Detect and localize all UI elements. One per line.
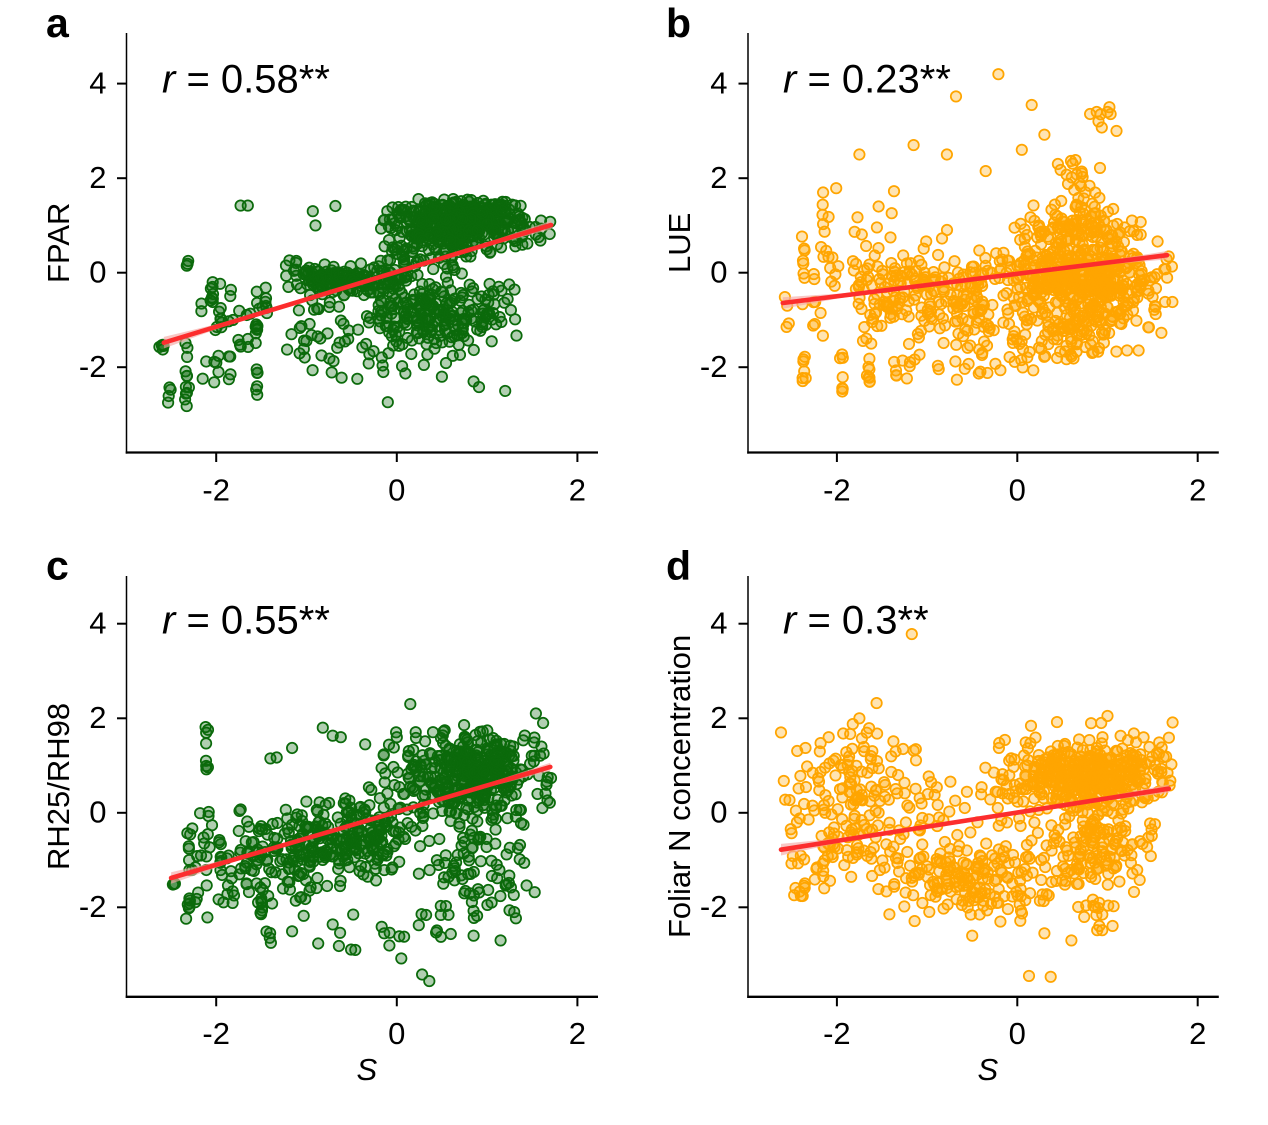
- svg-text:4: 4: [89, 65, 106, 100]
- svg-text:-2: -2: [79, 349, 107, 384]
- svg-text:S: S: [978, 1052, 999, 1087]
- svg-text:0: 0: [388, 473, 405, 508]
- svg-text:4: 4: [710, 606, 727, 641]
- svg-text:Foliar N concentration: Foliar N concentration: [662, 635, 697, 938]
- svg-text:4: 4: [89, 606, 106, 641]
- svg-text:S: S: [356, 1052, 377, 1087]
- svg-text:r = 0.23**: r = 0.23**: [783, 57, 951, 101]
- svg-text:r = 0.55**: r = 0.55**: [162, 599, 330, 643]
- svg-text:-2: -2: [823, 1016, 851, 1051]
- svg-text:2: 2: [710, 160, 727, 195]
- svg-text:4: 4: [710, 65, 727, 100]
- svg-text:2: 2: [1189, 1016, 1206, 1051]
- svg-text:2: 2: [1189, 473, 1206, 508]
- svg-text:-2: -2: [700, 889, 728, 924]
- svg-text:0: 0: [89, 255, 106, 290]
- svg-text:LUE: LUE: [662, 213, 697, 273]
- svg-text:2: 2: [89, 700, 106, 735]
- svg-text:b: b: [666, 0, 691, 46]
- svg-text:-2: -2: [79, 889, 107, 924]
- svg-text:0: 0: [388, 1016, 405, 1051]
- svg-text:0: 0: [89, 795, 106, 830]
- svg-text:2: 2: [569, 473, 586, 508]
- svg-text:0: 0: [710, 795, 727, 830]
- svg-text:2: 2: [569, 1016, 586, 1051]
- svg-text:c: c: [46, 543, 69, 589]
- svg-text:-2: -2: [700, 349, 728, 384]
- svg-text:-2: -2: [202, 473, 230, 508]
- svg-text:r = 0.58**: r = 0.58**: [162, 57, 330, 101]
- svg-text:-2: -2: [823, 473, 851, 508]
- svg-text:0: 0: [710, 255, 727, 290]
- svg-text:2: 2: [89, 160, 106, 195]
- svg-text:0: 0: [1009, 1016, 1026, 1051]
- svg-text:FPAR: FPAR: [41, 203, 76, 283]
- svg-text:r = 0.3**: r = 0.3**: [783, 599, 929, 643]
- svg-text:d: d: [666, 543, 691, 589]
- svg-text:-2: -2: [202, 1016, 230, 1051]
- svg-text:RH25/RH98: RH25/RH98: [41, 703, 76, 870]
- svg-text:2: 2: [710, 700, 727, 735]
- svg-text:0: 0: [1009, 473, 1026, 508]
- svg-text:a: a: [46, 0, 70, 46]
